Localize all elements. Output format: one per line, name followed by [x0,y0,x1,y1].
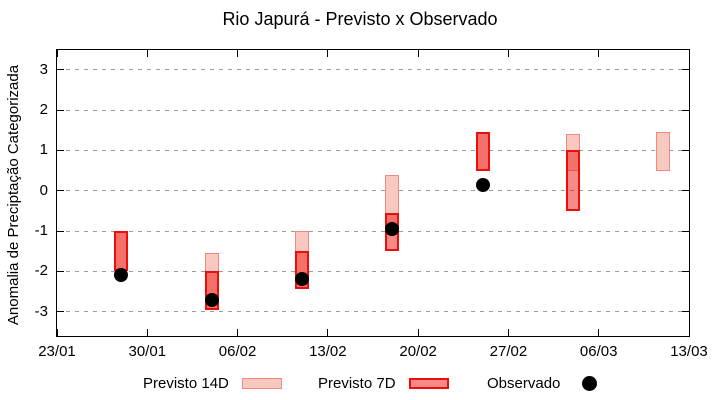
y-tick-label: -1 [34,222,48,239]
y-tick-label: 3 [39,60,48,78]
y-tick-mark-right [682,149,689,151]
x-tick-mark-bottom [507,329,509,336]
x-tick-mark-top [688,50,690,57]
y-tick-mark-left [57,190,64,192]
y-tick-mark-left [57,230,64,232]
chart-title: Rio Japurá - Previsto x Observado [222,9,498,29]
y-tick-mark-left [57,311,64,313]
x-tick-mark-top [237,50,239,57]
gridline [57,190,689,192]
x-tick-mark-top [417,50,419,57]
previsto-7d-swatch-icon [408,377,449,389]
bar-previsto-7d [475,132,490,171]
y-tick-mark-left [57,149,64,151]
x-tick-label: 06/02 [218,343,257,360]
x-tick-mark-top [598,50,600,57]
bar-previsto-7d [114,231,129,272]
y-tick-label: 0 [39,181,48,199]
x-tick-mark-bottom [237,329,239,336]
x-tick-label: 23/01 [38,343,76,360]
legend-label-observado: Observado [487,374,561,392]
legend-label-previsto-14d: Previsto 14D [143,374,229,392]
x-tick-mark-bottom [146,329,148,336]
y-tick-mark-right [682,311,689,313]
x-tick-label: 20/02 [399,343,437,360]
legend-label-previsto-7d: Previsto 7D [318,374,396,392]
gridline [57,230,689,232]
x-tick-mark-bottom [598,329,600,336]
x-tick-mark-bottom [417,329,419,336]
observed-dot [475,177,490,192]
observado-dot-icon [582,375,598,391]
previsto-14d-swatch-icon [241,377,282,389]
y-tick-label: 1 [39,141,48,159]
x-tick-mark-bottom [327,329,329,336]
x-tick-label: 06/03 [579,343,618,360]
gridline [57,270,689,272]
y-tick-mark-left [57,69,64,71]
x-tick-mark-top [327,50,329,57]
gridline [57,69,689,71]
gridline [57,311,689,313]
x-tick-mark-bottom [56,329,58,336]
x-tick-label: 13/02 [309,343,347,360]
x-tick-mark-top [56,50,58,57]
y-tick-mark-right [682,270,689,272]
y-tick-mark-right [682,230,689,232]
y-tick-label: 2 [39,101,48,119]
y-tick-mark-left [57,270,64,272]
y-tick-mark-left [57,109,64,111]
legend-item-previsto-7d: Previsto 7D [318,372,449,394]
x-tick-label: 13/03 [670,343,708,360]
plot-area [56,49,690,337]
observed-dot [385,221,400,236]
legend-item-previsto-14d: Previsto 14D [143,372,282,394]
x-tick-label: 27/02 [489,343,528,360]
y-tick-mark-right [682,109,689,111]
x-tick-mark-top [507,50,509,57]
y-tick-mark-right [682,190,689,192]
bar-previsto-7d [565,150,580,211]
legend-item-observado: Observado [487,372,598,394]
x-tick-mark-top [146,50,148,57]
observed-dot [204,292,219,307]
x-tick-label: 30/01 [128,343,167,360]
gridline [57,109,689,111]
y-tick-mark-right [682,69,689,71]
bar-previsto-14d [656,132,671,171]
gridline [57,149,689,151]
observed-dot [114,268,129,283]
x-tick-mark-bottom [688,329,690,336]
y-tick-label: -2 [34,262,48,280]
observed-dot [295,272,310,287]
y-tick-label: -3 [34,302,48,320]
